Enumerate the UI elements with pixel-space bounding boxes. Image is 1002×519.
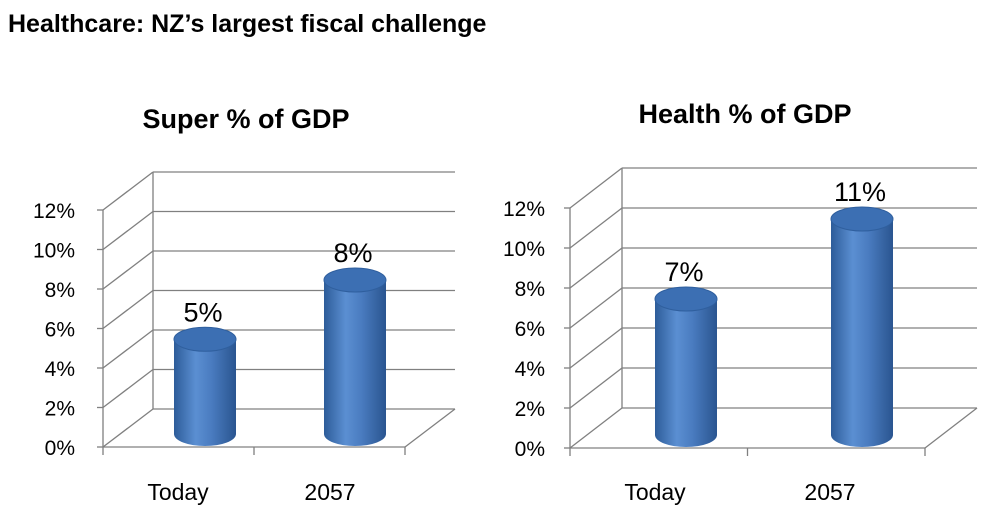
- y-tick-label: 12%: [503, 198, 545, 221]
- y-tick-label: 4%: [515, 358, 545, 381]
- y-tick-label: 2%: [515, 398, 545, 421]
- y-tick-label: 2%: [45, 398, 75, 421]
- bar-top: [323, 267, 387, 293]
- x-category-label: 2057: [304, 479, 355, 505]
- x-category-label: Today: [624, 479, 686, 505]
- data-label: 5%: [183, 297, 222, 327]
- bar-today: [655, 299, 717, 447]
- chart-1: 0% 2% 4% 6% 8% 10% 12% Super % of GDP 5% Today 8% 2…: [33, 104, 456, 505]
- gridline-side: [569, 367, 623, 409]
- y-tick-label: 10%: [503, 238, 545, 261]
- chart-title: Health % of GDP: [638, 99, 851, 129]
- gridline-side: [102, 408, 154, 448]
- y-tick-label: 12%: [33, 200, 75, 223]
- gridline-side: [569, 247, 623, 289]
- bar-2057: [324, 280, 386, 446]
- gridline-side: [102, 250, 154, 290]
- gridline-side: [102, 368, 154, 409]
- gridline-side: [569, 287, 623, 329]
- y-tick-label: 8%: [45, 279, 75, 302]
- floor-right-edge: [924, 407, 978, 449]
- bar-2057: [831, 219, 893, 447]
- y-tick-label: 6%: [515, 318, 545, 341]
- y-tick-label: 10%: [33, 240, 75, 263]
- gridline-side: [102, 210, 154, 251]
- data-label: 7%: [664, 257, 703, 287]
- gridline-side: [102, 171, 154, 211]
- y-tick-label: 0%: [45, 437, 75, 460]
- y-tick-label: 8%: [515, 278, 545, 301]
- chart-title: Super % of GDP: [142, 104, 349, 134]
- gridline-side: [569, 327, 623, 369]
- y-tick-label: 0%: [515, 438, 545, 461]
- gridline-side: [569, 167, 623, 209]
- bar-top: [173, 326, 237, 352]
- bar-top: [654, 286, 718, 312]
- data-label: 8%: [333, 238, 372, 268]
- x-category-label: 2057: [804, 479, 855, 505]
- gridline-side: [102, 329, 154, 369]
- x-category-label: Today: [147, 479, 209, 505]
- page-title: Healthcare: NZ’s largest fiscal challeng…: [8, 10, 487, 38]
- bar-top: [830, 206, 894, 232]
- y-tick-label: 4%: [45, 358, 75, 381]
- gridline-side: [102, 289, 154, 330]
- gridline-side: [569, 207, 623, 249]
- y-tick-label: 6%: [45, 319, 75, 342]
- data-label: 11%: [834, 177, 886, 207]
- bar-today: [174, 339, 236, 446]
- floor-right-edge: [404, 408, 456, 448]
- chart-2: 0% 2% 4% 6% 8% 10% 12% Health % of GDP 7% Today 11…: [503, 99, 978, 505]
- gridline-side: [569, 407, 623, 449]
